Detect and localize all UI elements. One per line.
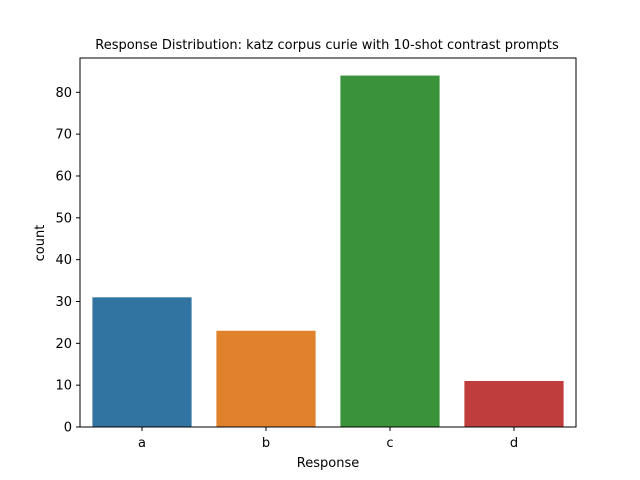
bars-group (92, 75, 564, 428)
y-tick-label: 20 (55, 337, 72, 352)
bar-a (92, 297, 192, 427)
bar-b (216, 330, 316, 427)
y-tick-label: 50 (55, 211, 72, 226)
y-tick-label: 10 (55, 379, 72, 394)
y-axis-label: count (33, 225, 48, 262)
y-tick-label: 80 (55, 86, 72, 101)
y-tick-label: 0 (64, 421, 72, 436)
chart-title: Response Distribution: katz corpus curie… (95, 38, 559, 53)
plot-frame (79, 57, 577, 428)
x-tick-label: c (386, 436, 393, 451)
y-tick-label: 70 (55, 128, 72, 143)
y-axis-ticks: 0 10 20 30 40 50 60 70 80 (55, 86, 80, 436)
x-axis-ticks: a b c d (138, 427, 518, 451)
y-tick-label: 60 (55, 169, 72, 184)
x-axis-label: Response (297, 456, 359, 471)
y-tick-label: 40 (55, 253, 72, 268)
y-tick-label: 30 (55, 295, 72, 310)
bar-d (464, 380, 564, 427)
x-tick-label: b (262, 436, 270, 451)
bar-c (340, 75, 440, 428)
x-tick-label: d (510, 436, 518, 451)
x-tick-label: a (138, 436, 146, 451)
